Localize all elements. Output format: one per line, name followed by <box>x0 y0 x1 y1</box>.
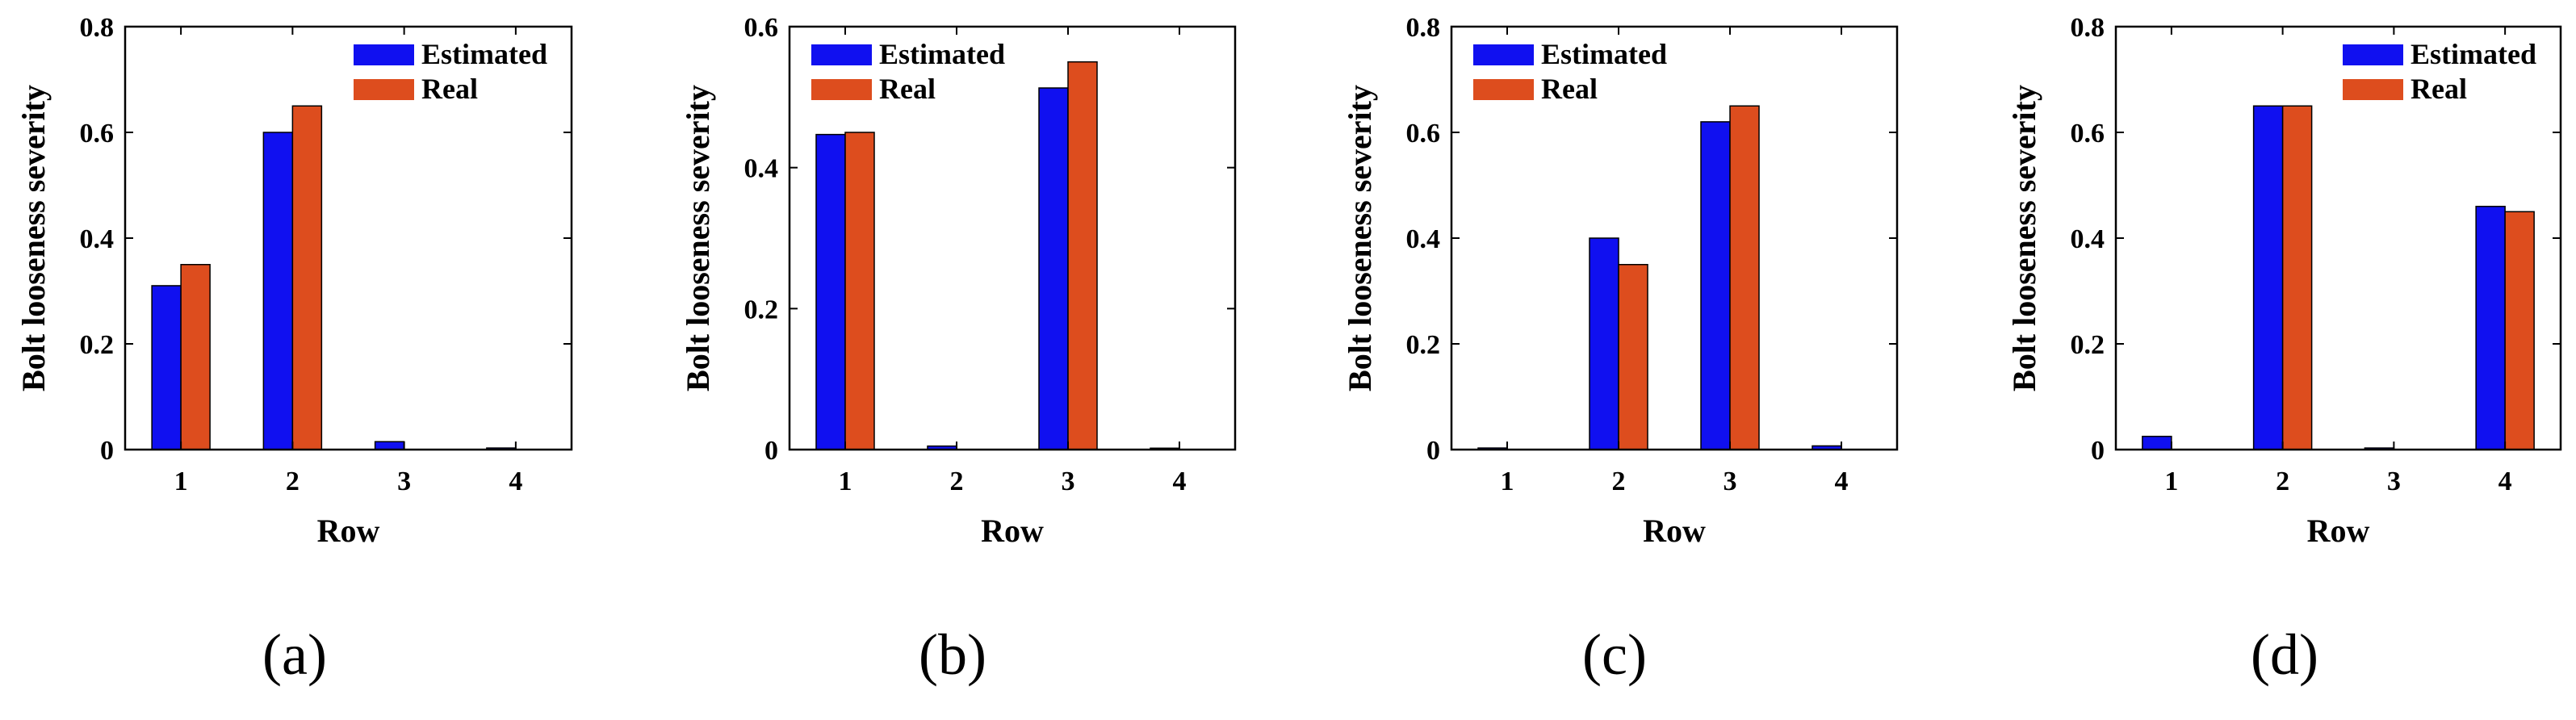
legend-swatch-real <box>2343 79 2403 100</box>
bar-real-row-1 <box>844 132 875 450</box>
legend-label-real: Real <box>2411 73 2467 105</box>
bar-real-row-3 <box>1067 61 1098 450</box>
x-tick-label: 3 <box>397 467 411 496</box>
y-axis-label: Bolt looseness severity <box>1342 85 1378 391</box>
panel-label: (b) <box>919 622 986 687</box>
legend-label-real: Real <box>421 73 478 105</box>
x-axis-label: Row <box>981 513 1044 549</box>
y-tick-label: 0.8 <box>80 13 115 43</box>
legend-label-real: Real <box>1541 73 1598 105</box>
y-axis-label: Bolt looseness severity <box>15 85 52 391</box>
y-axis-label: Bolt looseness severity <box>680 85 716 391</box>
chart-panel-b: 0 0.2 0.4 0.6 1 2 3 4 Row Bolt looseness severity… <box>680 13 1237 687</box>
y-tick-label: 0.6 <box>744 13 779 43</box>
x-tick-label: 2 <box>1612 467 1626 496</box>
bar-estimated-row-3 <box>1038 87 1069 450</box>
x-tick-label: 1 <box>174 467 188 496</box>
y-axis-label: Bolt looseness severity <box>2006 85 2042 391</box>
panel-label: (d) <box>2251 622 2318 687</box>
legend-label-real: Real <box>879 73 936 105</box>
legend-swatch-real <box>1473 79 1534 100</box>
bar-estimated-row-1 <box>815 133 846 450</box>
bar-real-row-2 <box>1618 264 1648 450</box>
x-tick-label: 2 <box>2276 467 2289 496</box>
y-tick-label: 0.2 <box>744 295 779 324</box>
x-tick-label: 4 <box>1173 467 1187 496</box>
bar-real-row-3 <box>1729 105 1760 450</box>
y-tick-label: 0 <box>2091 436 2105 466</box>
y-tick-label: 0.4 <box>744 154 779 184</box>
bar-estimated-row-2 <box>1589 237 1619 450</box>
bar-estimated-row-2 <box>262 132 294 450</box>
legend-swatch-real <box>811 79 872 100</box>
chart-panel-c: 0 0.2 0.4 0.6 0.8 1 2 3 4 Row Bolt looseness sever… <box>1342 13 1899 687</box>
bar-estimated-row-3 <box>1700 121 1731 450</box>
bar-real-row-2 <box>2281 105 2313 450</box>
bar-real-row-1 <box>180 264 211 450</box>
x-tick-label: 4 <box>509 467 522 496</box>
legend-swatch-estimated <box>2343 44 2403 65</box>
legend-swatch-estimated <box>811 44 872 65</box>
bar-real-row-2 <box>291 105 323 450</box>
x-tick-label: 1 <box>2164 467 2178 496</box>
axes-box <box>788 25 1237 451</box>
y-tick-label: 0.8 <box>1406 13 1441 43</box>
x-tick-label: 4 <box>2499 467 2512 496</box>
panel-label: (c) <box>1582 622 1647 687</box>
legend-swatch-estimated <box>1473 44 1534 65</box>
y-tick-label: 0 <box>764 436 778 466</box>
x-tick-label: 3 <box>1724 467 1737 496</box>
y-tick-label: 0.8 <box>2071 13 2105 43</box>
y-tick-label: 0.2 <box>80 330 115 360</box>
x-tick-label: 4 <box>1835 467 1849 496</box>
y-tick-label: 0 <box>100 436 114 466</box>
x-tick-label: 3 <box>1062 467 1075 496</box>
bar-estimated-row-4 <box>2475 205 2506 450</box>
chart-panel-d: 0 0.2 0.4 0.6 0.8 1 2 3 4 Row Bolt looseness sever… <box>2006 13 2562 687</box>
y-tick-label: 0.6 <box>1406 119 1441 149</box>
legend-label-estimated: Estimated <box>879 38 1005 70</box>
x-tick-label: 1 <box>1501 467 1514 496</box>
x-axis-label: Row <box>1643 513 1706 549</box>
legend-swatch-real <box>354 79 414 100</box>
y-tick-label: 0 <box>1426 436 1440 466</box>
bar-real-row-4 <box>2504 211 2535 450</box>
legend-label-estimated: Estimated <box>421 38 547 70</box>
bar-estimated-row-2 <box>2252 105 2284 450</box>
y-tick-label: 0.2 <box>1406 330 1441 360</box>
x-axis-label: Row <box>317 513 380 549</box>
x-tick-label: 2 <box>950 467 964 496</box>
bar-estimated-row-3 <box>374 441 405 450</box>
legend-label-estimated: Estimated <box>1541 38 1667 70</box>
y-tick-label: 0.2 <box>2071 330 2105 360</box>
x-axis-label: Row <box>2307 513 2370 549</box>
bar-estimated-row-1 <box>151 285 182 450</box>
panel-label: (a) <box>262 622 327 687</box>
y-tick-label: 0.4 <box>80 224 115 254</box>
y-tick-label: 0.6 <box>80 119 115 149</box>
y-tick-label: 0.6 <box>2071 119 2105 149</box>
bar-estimated-row-1 <box>2142 435 2172 450</box>
legend-label-estimated: Estimated <box>2411 38 2536 70</box>
x-tick-label: 3 <box>2387 467 2401 496</box>
legend-swatch-estimated <box>354 44 414 65</box>
chart-panel-a: 0 0.2 0.4 0.6 0.8 1 2 3 4 Row Bolt looseness sever… <box>15 13 573 687</box>
x-tick-label: 2 <box>286 467 299 496</box>
x-tick-label: 1 <box>839 467 852 496</box>
y-tick-label: 0.4 <box>1406 224 1441 254</box>
y-tick-label: 0.4 <box>2071 224 2105 254</box>
